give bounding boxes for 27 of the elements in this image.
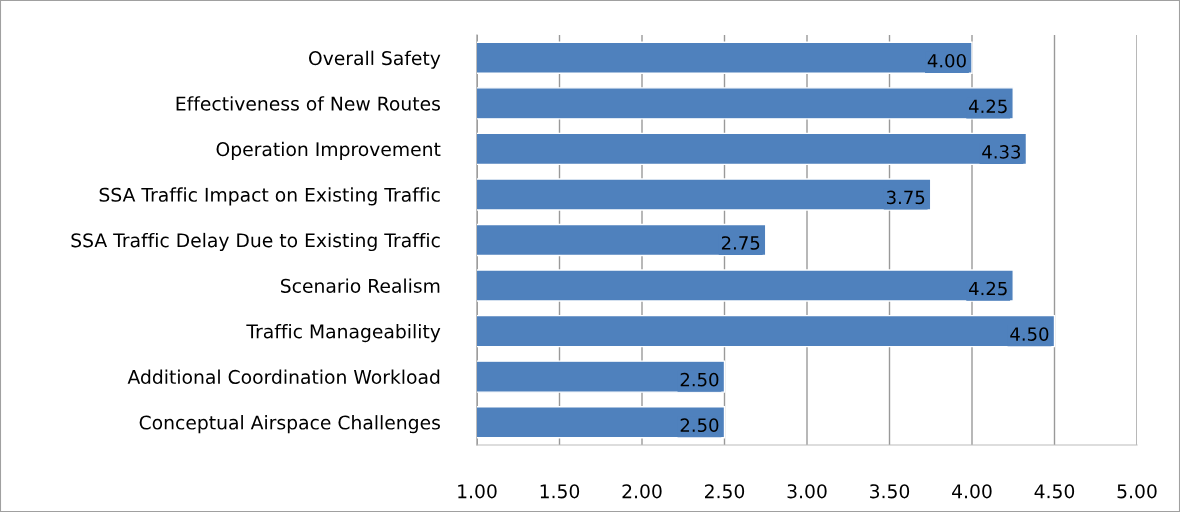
y-tick-label: Scenario Realism	[280, 278, 440, 293]
data-label: 2.50	[680, 372, 719, 387]
data-label: 3.75	[886, 190, 925, 205]
x-tick-label: 2.50	[705, 484, 745, 499]
y-tick-label: SSA Traffic Delay Due to Existing Traffic	[71, 232, 440, 252]
x-tick-label: 1.00	[458, 484, 497, 499]
y-tick-label: Traffic Manageability	[246, 323, 441, 343]
x-tick-label: 4.50	[1034, 484, 1075, 499]
data-label: 4.33	[982, 145, 1021, 159]
data-label: 2.75	[721, 236, 760, 250]
y-tick-label: Operation Improvement	[216, 141, 441, 160]
data-label: 4.25	[968, 99, 1007, 114]
data-label: 4.25	[968, 281, 1007, 296]
x-tick-label: 1.50	[540, 484, 580, 499]
x-tick-label: 2.00	[622, 484, 662, 499]
y-tick-label: Overall Safety	[308, 50, 441, 69]
x-tick-label: 5.00	[1117, 484, 1157, 499]
data-label: 2.50	[680, 418, 719, 433]
data-label: 4.50	[1010, 327, 1049, 341]
y-tick-label: SSA Traffic Impact on Existing Traffic	[99, 187, 440, 206]
y-tick-label: Conceptual Airspace Challenges	[139, 415, 440, 434]
y-tick-label: Additional Coordination Workload	[127, 369, 440, 385]
y-tick-label: Effectiveness of New Routes	[176, 96, 440, 111]
data-label: 4.00	[927, 53, 966, 68]
x-tick-label: 3.00	[787, 484, 827, 499]
x-tick-label: 3.50	[870, 484, 910, 499]
x-tick-label: 4.00	[952, 484, 992, 499]
